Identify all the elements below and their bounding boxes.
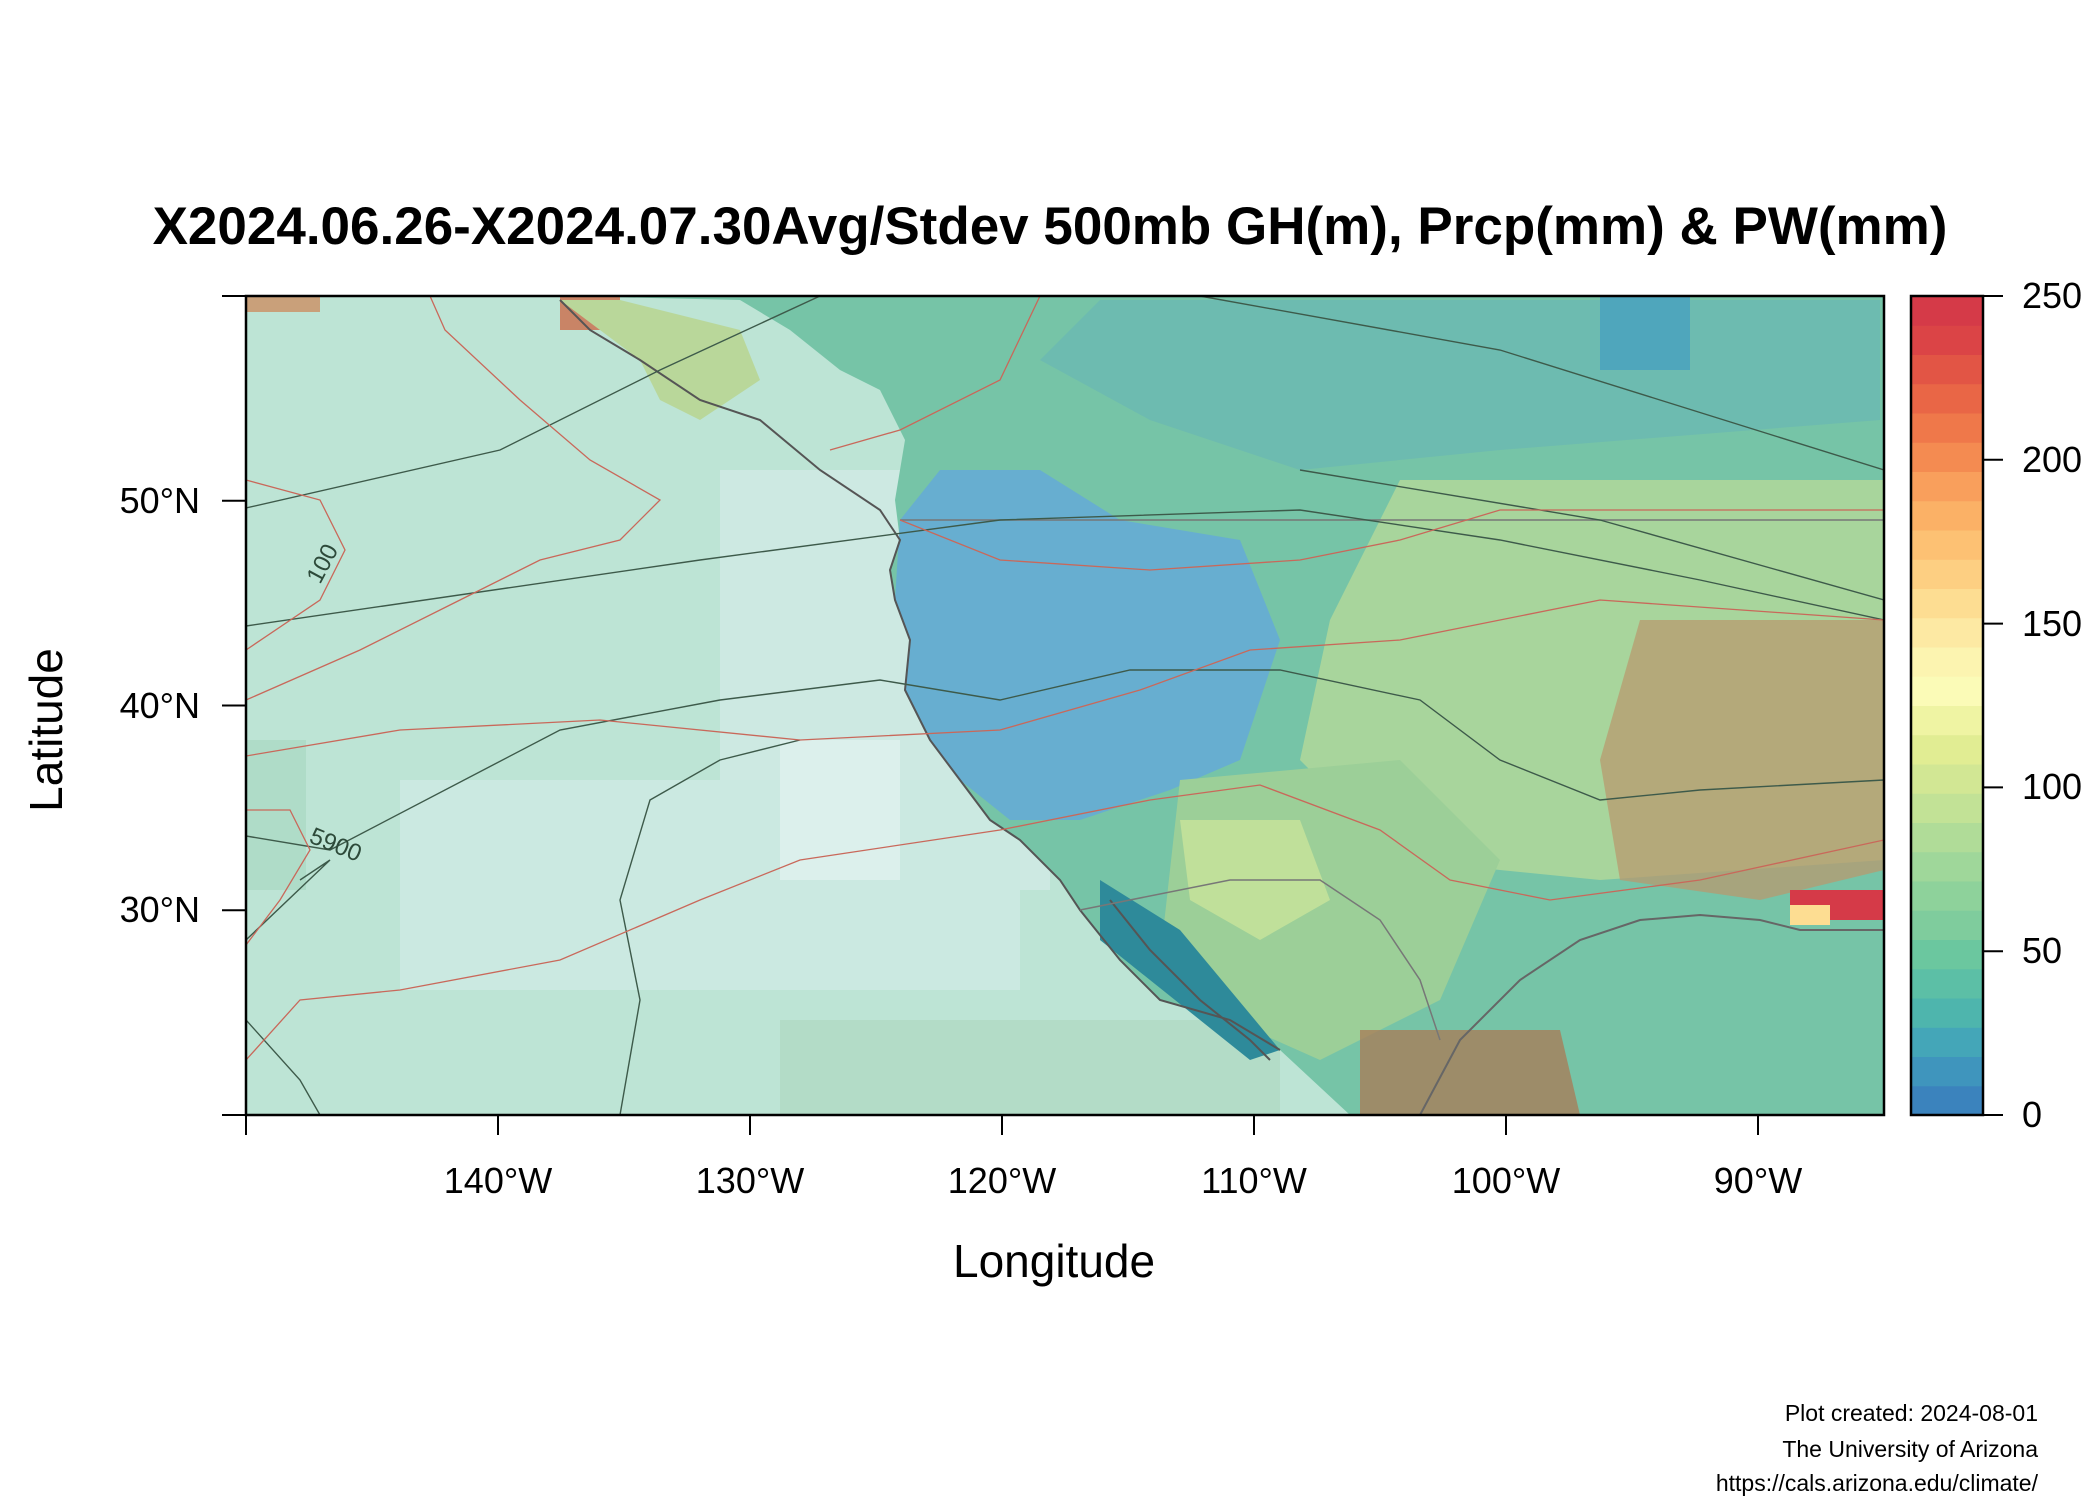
border-line (1079, 879, 1441, 1041)
baja-coastline (1109, 899, 1271, 1061)
colorbar-swatch (1911, 705, 1983, 736)
colorbar-tick-label: 0 (2022, 1094, 2043, 1135)
ocean-light-patch (400, 780, 1020, 990)
colorbar-swatch (1911, 676, 1983, 706)
colorbar-tick-label: 150 (2022, 602, 2083, 644)
x-tick-label: 130°W (695, 1160, 805, 1201)
x-tick-label: 140°W (443, 1160, 553, 1201)
credit-url: https://cals.arizona.edu/climate/ (1715, 1470, 2038, 1496)
colorbar-tick-label: 100 (2022, 766, 2083, 808)
colorbar-swatch (1911, 881, 1983, 911)
colorbar-swatch (1911, 588, 1983, 619)
coastline (559, 299, 1281, 1051)
colorbar-tick-label: 50 (2022, 930, 2063, 972)
colorbar-swatch (1911, 442, 1983, 472)
colorbar-frame (1909, 294, 1985, 1117)
colorbar-swatch (1911, 939, 1983, 970)
colorbar-swatch (1911, 793, 1983, 823)
x-tick-label: 120°W (947, 1160, 1057, 1201)
colorbar-swatch (1911, 647, 1983, 677)
colorbar-swatch (1911, 1027, 1983, 1057)
y-tick-label: 40°N (119, 684, 200, 726)
ocean-pale-patch (780, 740, 900, 880)
colorbar-swatch (1911, 354, 1983, 385)
colorbar-swatch (1911, 998, 1983, 1028)
chart-title: X2024.06.26-X2024.07.30Avg/Stdev 500mb G… (152, 197, 1948, 256)
ocean-green-patch (246, 740, 306, 890)
precip-contours (246, 296, 1884, 1061)
colorbar-swatch (1911, 559, 1983, 589)
gulf-coastline (1419, 913, 1884, 1115)
x-axis (245, 1114, 1884, 1135)
high-precip-patch (1790, 905, 1830, 925)
map-panel: 100 5900 (246, 296, 1884, 1115)
land-brown-zone (1600, 620, 1884, 900)
credit-date: Plot created: 2024-08-01 (1784, 1400, 2038, 1426)
x-tick-label: 110°W (1201, 1160, 1307, 1201)
colorbar-swatch (1911, 1085, 1983, 1116)
colorbar-swatch (1911, 617, 1983, 648)
colorbar-tick-label: 250 (2022, 275, 2083, 316)
colorbar-swatch (1911, 383, 1983, 414)
colorbar-swatch (1911, 734, 1983, 765)
colorbar-swatch (1911, 325, 1983, 355)
land-darkteal-zone (1100, 880, 1280, 1060)
colorbar-swatch (1911, 530, 1983, 560)
colorbar-swatch (1911, 822, 1983, 853)
y-tick-label: 50°N (119, 479, 200, 521)
land-brown-zone (1360, 1030, 1580, 1115)
colorbar-swatch (1911, 1056, 1983, 1087)
ocean-south-patch (780, 1020, 1280, 1115)
colorbar-swatch (1911, 851, 1983, 882)
height-contours (246, 296, 1884, 1115)
colorbar-swatch (1911, 910, 1983, 940)
x-tick-label: 100°W (1451, 1160, 1561, 1201)
colorbar-swatch (1911, 296, 1983, 326)
colorbar-swatch (1911, 764, 1983, 794)
credit-institution: The University of Arizona (1782, 1436, 2038, 1462)
colorbar-swatch (1911, 968, 1983, 999)
colorbar-swatch (1911, 471, 1983, 502)
bc-coast-patch (560, 300, 760, 420)
y-axis (222, 295, 246, 1116)
x-axis-title: Longitude (953, 1235, 1156, 1287)
land-teal-zone (1600, 296, 1690, 370)
colorbar (1909, 294, 2003, 1117)
colorbar-tick-label: 200 (2022, 438, 2083, 480)
y-axis-title: Latitude (20, 648, 72, 812)
y-tick-label: 30°N (119, 889, 200, 931)
colorbar-swatch (1911, 500, 1983, 531)
alaska-patch (246, 296, 320, 312)
colorbar-swatch (1911, 413, 1983, 443)
land-blue-zone (895, 470, 1280, 820)
x-tick-label: 90°W (1713, 1160, 1803, 1201)
